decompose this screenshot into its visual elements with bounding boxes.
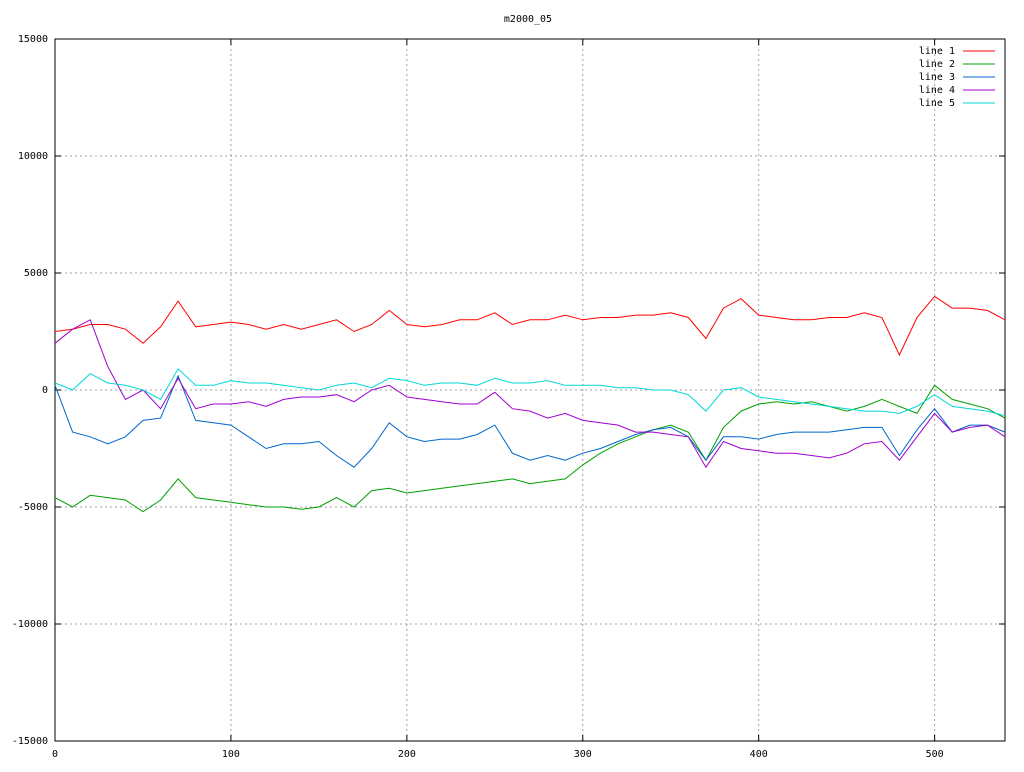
chart-title: m2000_05 (504, 14, 552, 25)
series-line (54, 384, 1006, 513)
y-tick-label: 10000 (18, 151, 48, 162)
series-line (54, 319, 1006, 469)
y-tick-label: 5000 (24, 268, 48, 279)
x-tick-label: 400 (750, 749, 768, 760)
x-tick-label: 0 (52, 749, 58, 760)
plot-frame (54, 38, 1006, 742)
series-line (54, 295, 1006, 357)
y-tick-label: -10000 (12, 619, 48, 630)
y-tick-label: -5000 (18, 502, 48, 513)
y-tick-label: 0 (42, 385, 48, 396)
legend-label: line 4 (919, 85, 955, 96)
x-tick-label: 300 (574, 749, 592, 760)
y-tick-label: -15000 (12, 736, 48, 747)
x-tick-label: 500 (926, 749, 944, 760)
legend-label: line 1 (919, 46, 955, 57)
y-tick-label: 15000 (18, 34, 48, 45)
x-tick-label: 200 (398, 749, 416, 760)
legend-label: line 3 (919, 72, 955, 83)
series-line (54, 374, 1006, 468)
x-tick-label: 100 (222, 749, 240, 760)
legend-label: line 5 (919, 98, 955, 109)
legend-label: line 2 (919, 59, 955, 70)
series-line (54, 368, 1006, 417)
